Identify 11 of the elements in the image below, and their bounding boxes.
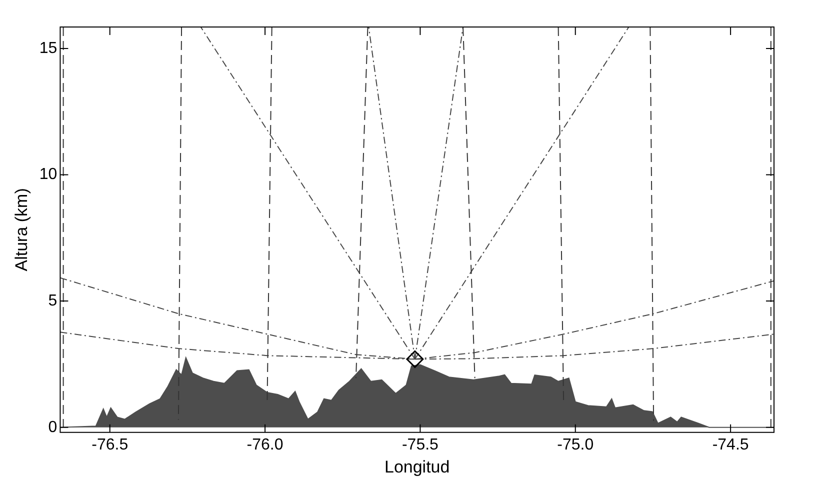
x-axis-title: Longitud [384, 457, 450, 476]
x-tick-label: -74.5 [712, 436, 749, 454]
y-tick-label: 15 [39, 40, 58, 57]
y-tick-label: 5 [48, 292, 58, 310]
x-tick-label: -76.5 [92, 436, 128, 454]
x-tick-label: -75.5 [402, 436, 439, 454]
x-tick-label: -76.0 [246, 436, 284, 454]
y-tick-label: 10 [39, 166, 58, 184]
x-tick-label: -75.0 [557, 436, 594, 454]
y-tick-label: 0 [48, 418, 58, 436]
y-axis-title: Altura (km) [12, 188, 31, 272]
